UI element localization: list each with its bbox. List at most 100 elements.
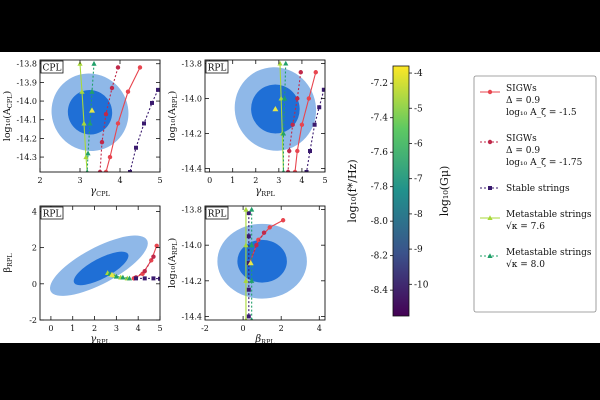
y-tick-label: -14.2 xyxy=(181,277,202,286)
colorbar-right-tick-label: -7 xyxy=(414,175,423,185)
series-meta2-point xyxy=(280,130,287,136)
legend-label-sigw1: log₁₀ A_ζ = -1.5 xyxy=(506,108,577,118)
y-tick-label: 0 xyxy=(32,280,37,289)
colorbar-left-tick-label: -7.8 xyxy=(371,183,389,193)
panel-label: RPL xyxy=(40,206,64,220)
x-tick-label: 4 xyxy=(299,176,304,185)
series-stable-point xyxy=(134,145,138,150)
series-meta1-point xyxy=(81,120,87,126)
series-stable-point xyxy=(308,149,312,153)
series-meta2-point xyxy=(87,120,93,126)
svg-text:RPL: RPL xyxy=(43,210,62,220)
legend-label-sigw1: Δ = 0.9 xyxy=(506,96,540,106)
panel-frame xyxy=(39,205,161,321)
colorbar-left-label: log₁₀(f*/Hz) xyxy=(346,159,359,222)
series-stable-point xyxy=(151,276,156,281)
legend-label-sigw2: log₁₀ A_ζ = -1.75 xyxy=(506,158,583,168)
colorbar-right-tick-label: -5 xyxy=(414,104,423,114)
x-tick-label: 3 xyxy=(276,176,281,185)
svg-text:RPL: RPL xyxy=(208,64,227,74)
y-tick-label: -14.2 xyxy=(181,130,202,139)
series-sigw1-point xyxy=(115,121,121,126)
figure-svg: 2 3 4 5 -13.8 -13.9 -14.0 -14.1 -14.2 -14.3 CPL γCP… xyxy=(2,59,597,346)
series-sigw2-point xyxy=(151,254,156,259)
series-meta2-point xyxy=(126,275,133,281)
series-stable-point xyxy=(312,122,317,127)
figure-canvas: 2 3 4 5 -13.8 -13.9 -14.0 -14.1 -14.2 -14.3 CPL γCP… xyxy=(0,52,600,346)
series-sigw2-line xyxy=(249,232,265,264)
svg-text:RPL: RPL xyxy=(208,210,227,220)
y-tick-label: 4 xyxy=(32,207,37,216)
series-stable-point xyxy=(246,314,251,319)
x-tick-label: 2 xyxy=(279,324,284,333)
series-meta2-point xyxy=(249,278,255,283)
series-stable-point xyxy=(246,287,251,292)
colorbar-right-tick-label: -4 xyxy=(414,69,423,79)
y-tick-label: -14.3 xyxy=(16,153,37,162)
legend-marker-meta2 xyxy=(487,253,493,258)
series-stable-point xyxy=(142,276,147,281)
y-axis-label: log₁₀(ARPL) xyxy=(167,91,179,141)
series-sigw2-point xyxy=(287,148,292,154)
plot-area xyxy=(217,206,307,320)
plot-area xyxy=(50,235,160,296)
y-tick-label: -14.2 xyxy=(16,134,37,143)
series-meta2-point xyxy=(249,242,255,248)
series-meta1-point xyxy=(79,88,85,94)
series-stable-point xyxy=(134,276,138,281)
series-meta2-line xyxy=(109,273,130,279)
colorbar-right-tick-label: -6 xyxy=(414,139,423,149)
legend-marker-sigw1 xyxy=(487,89,493,95)
series-sigw2-point xyxy=(97,169,103,172)
series-meta2-line xyxy=(86,63,95,172)
colorbar-left-tick-label: -7.4 xyxy=(371,114,389,124)
plot-area xyxy=(234,60,325,172)
x-tick-label: 3 xyxy=(77,176,82,185)
legend-marker-meta1 xyxy=(487,215,493,220)
x-tick-label: 0 xyxy=(207,176,212,185)
series-meta2-point xyxy=(283,60,289,66)
series-sigw1-point xyxy=(125,89,131,94)
panel-label: RPL xyxy=(205,206,229,220)
panel-frame xyxy=(39,59,161,173)
colorbar-right-tick-label: -8 xyxy=(414,210,423,220)
y-tick-label: -14.0 xyxy=(181,95,202,104)
y-tick-label: -13.8 xyxy=(181,60,202,69)
svg-text:CPL: CPL xyxy=(43,64,62,74)
x-tick-label: 2 xyxy=(37,176,42,185)
contour-1sigma xyxy=(73,251,129,286)
best-fit-marker xyxy=(272,106,279,112)
series-meta1-point xyxy=(278,95,284,101)
series-meta1-point xyxy=(244,317,248,320)
panel-rpl-bottom-right: -2 0 2 4 -13.8 -14.0 -14.2 -14.4 RPL βRPL log₁₀(AR… xyxy=(167,205,326,346)
panel-rpl-bottom-left: 0 1 2 3 4 5 4 2 0 -2 RPL γRPL βRPL xyxy=(2,205,163,346)
x-tick-label: 4 xyxy=(117,176,122,185)
panel-cpl: 2 3 4 5 -13.8 -13.9 -14.0 -14.1 -14.2 -14.3 CPL γCP… xyxy=(2,59,163,198)
series-sigw1-line xyxy=(133,245,158,279)
best-fit-marker xyxy=(89,107,95,113)
x-tick-label: 3 xyxy=(114,324,119,333)
series-meta1-point xyxy=(83,154,89,160)
series-sigw2-point xyxy=(295,96,300,101)
series-meta2-line xyxy=(282,63,287,172)
panel-frame xyxy=(204,205,326,321)
series-meta2-point xyxy=(85,169,89,172)
x-tick-label: 5 xyxy=(322,176,327,185)
series-meta1-point xyxy=(243,206,249,212)
series-meta2-point xyxy=(113,273,119,279)
series-meta2-point xyxy=(250,317,254,320)
legend-marker-sigw2 xyxy=(487,139,493,145)
legend-label-meta1: √κ = 7.6 xyxy=(506,221,545,232)
series-stable-point xyxy=(156,87,160,92)
series-stable-point xyxy=(158,276,160,281)
x-tick-label: 4 xyxy=(136,324,141,333)
y-axis-label: log₁₀(ARPL) xyxy=(167,238,179,288)
series-sigw1-point xyxy=(107,154,113,160)
series-stable-point xyxy=(128,170,132,172)
series-stable-point xyxy=(304,170,309,172)
x-tick-label: -2 xyxy=(201,324,209,333)
y-tick-label: -14.0 xyxy=(16,97,37,106)
series-sigw2-point xyxy=(109,85,115,91)
series-sigw2-point xyxy=(103,111,109,117)
series-sigw2-point xyxy=(115,65,121,70)
